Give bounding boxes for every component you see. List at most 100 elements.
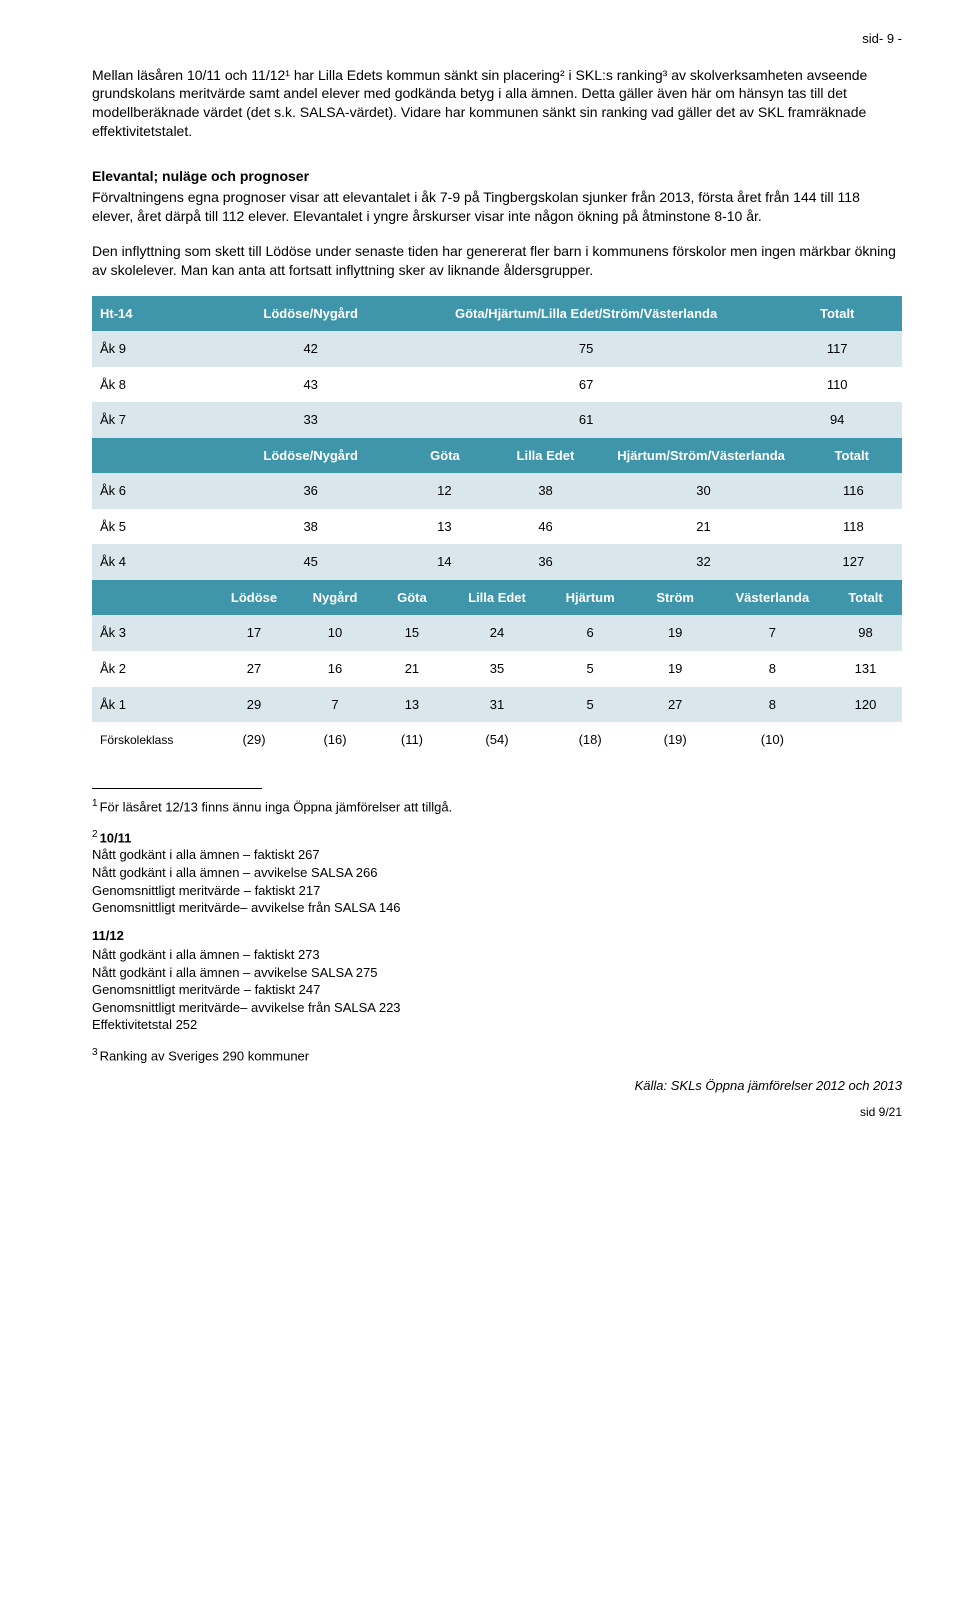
paragraph-3: Den inflyttning som skett till Lödöse un… <box>92 242 902 280</box>
footnote-1-text: För läsåret 12/13 finns ännu inga Öppna … <box>100 799 453 814</box>
td: 43 <box>222 367 400 403</box>
td: 7 <box>295 687 376 723</box>
source-citation: Källa: SKLs Öppna jämförelser 2012 och 2… <box>92 1077 902 1095</box>
td: (29) <box>214 722 295 758</box>
td: (54) <box>448 722 545 758</box>
footnote-3-text: Ranking av Sveriges 290 kommuner <box>100 1048 310 1063</box>
th: Lödöse/Nygård <box>222 438 400 474</box>
td: 21 <box>602 509 805 545</box>
paragraph-2: Förvaltningens egna prognoser visar att … <box>92 188 902 226</box>
td: 35 <box>448 651 545 687</box>
table-ak4-6: Åk 6 36 12 38 30 116 Åk 5 38 13 46 21 11… <box>92 473 902 580</box>
td: 19 <box>635 651 716 687</box>
td: 15 <box>376 615 449 651</box>
td: Åk 5 <box>92 509 222 545</box>
td: 98 <box>829 615 902 651</box>
td: 13 <box>400 509 489 545</box>
td: 16 <box>295 651 376 687</box>
td: 17 <box>214 615 295 651</box>
td: Åk 6 <box>92 473 222 509</box>
td: Åk 4 <box>92 544 222 580</box>
th <box>92 580 214 616</box>
td: 8 <box>716 651 829 687</box>
td: 127 <box>805 544 902 580</box>
td: Förskoleklass <box>92 722 214 758</box>
td: 120 <box>829 687 902 723</box>
td: 118 <box>805 509 902 545</box>
td: 46 <box>489 509 602 545</box>
td: 42 <box>222 331 400 367</box>
th: Lilla Edet <box>448 580 545 616</box>
fn2b-line: Genomsnittligt meritvärde – faktiskt 247 <box>92 982 320 997</box>
td: Åk 9 <box>92 331 222 367</box>
td: 67 <box>400 367 773 403</box>
td: (18) <box>546 722 635 758</box>
td: Åk 7 <box>92 402 222 438</box>
th: Västerlanda <box>716 580 829 616</box>
td: 21 <box>376 651 449 687</box>
td: 131 <box>829 651 902 687</box>
td: 36 <box>489 544 602 580</box>
td: 27 <box>214 651 295 687</box>
th: Ht-14 <box>92 296 222 332</box>
footnote-2: 210/11 Nått godkänt i alla ämnen – fakti… <box>92 828 902 1034</box>
td: 117 <box>772 331 902 367</box>
td: (10) <box>716 722 829 758</box>
footnote-2b-title: 11/12 <box>92 927 902 945</box>
td: 94 <box>772 402 902 438</box>
th: Ström <box>635 580 716 616</box>
page-number-bottom: sid 9/21 <box>92 1104 902 1120</box>
th: Göta <box>400 438 490 474</box>
td: 10 <box>295 615 376 651</box>
td: Åk 1 <box>92 687 214 723</box>
fn2-line: Genomsnittligt meritvärde– avvikelse frå… <box>92 900 401 915</box>
th: Lödöse/Nygård <box>222 296 400 332</box>
td: 12 <box>400 473 489 509</box>
td: 110 <box>772 367 902 403</box>
footnote-2-title: 10/11 <box>100 830 132 845</box>
footnote-separator <box>92 788 262 789</box>
fn2b-line: Nått godkänt i alla ämnen – faktiskt 273 <box>92 947 320 962</box>
td: 31 <box>448 687 545 723</box>
paragraph-intro: Mellan läsåren 10/11 och 11/12¹ har Lill… <box>92 66 902 142</box>
th: Totalt <box>829 580 902 616</box>
th: Totalt <box>772 296 902 332</box>
fn2-line: Nått godkänt i alla ämnen – faktiskt 267 <box>92 847 320 862</box>
td: 45 <box>222 544 400 580</box>
td: 5 <box>546 651 635 687</box>
td: 24 <box>448 615 545 651</box>
footnote-3: 3Ranking av Sveriges 290 kommuner <box>92 1046 902 1065</box>
th: Lödöse <box>214 580 295 616</box>
page-number-top: sid- 9 - <box>92 30 902 48</box>
td: 14 <box>400 544 489 580</box>
td: 27 <box>635 687 716 723</box>
td: Åk 8 <box>92 367 222 403</box>
td <box>829 722 902 758</box>
td: 30 <box>602 473 805 509</box>
footnote-1: 1För läsåret 12/13 finns ännu inga Öppna… <box>92 797 902 816</box>
th: Nygård <box>295 580 376 616</box>
td: 75 <box>400 331 773 367</box>
td: 38 <box>222 509 400 545</box>
td: 36 <box>222 473 400 509</box>
td: 29 <box>214 687 295 723</box>
table-ak7-9: Ht-14 Lödöse/Nygård Göta/Hjärtum/Lilla E… <box>92 296 902 474</box>
th: Göta <box>376 580 449 616</box>
td: 7 <box>716 615 829 651</box>
section-title: Elevantal; nuläge och prognoser <box>92 167 902 186</box>
td: Åk 2 <box>92 651 214 687</box>
td: 61 <box>400 402 773 438</box>
td: Åk 3 <box>92 615 214 651</box>
th: Göta/Hjärtum/Lilla Edet/Ström/Västerland… <box>400 296 773 332</box>
td: 19 <box>635 615 716 651</box>
th <box>92 438 222 474</box>
table-ak1-3: Lödöse Nygård Göta Lilla Edet Hjärtum St… <box>92 580 902 758</box>
td: 13 <box>376 687 449 723</box>
td: (11) <box>376 722 449 758</box>
th: Hjärtum/Ström/Västerlanda <box>601 438 802 474</box>
td: 32 <box>602 544 805 580</box>
td: 5 <box>546 687 635 723</box>
fn2b-line: Effektivitetstal 252 <box>92 1017 197 1032</box>
td: 33 <box>222 402 400 438</box>
fn2-line: Genomsnittligt meritvärde – faktiskt 217 <box>92 883 320 898</box>
